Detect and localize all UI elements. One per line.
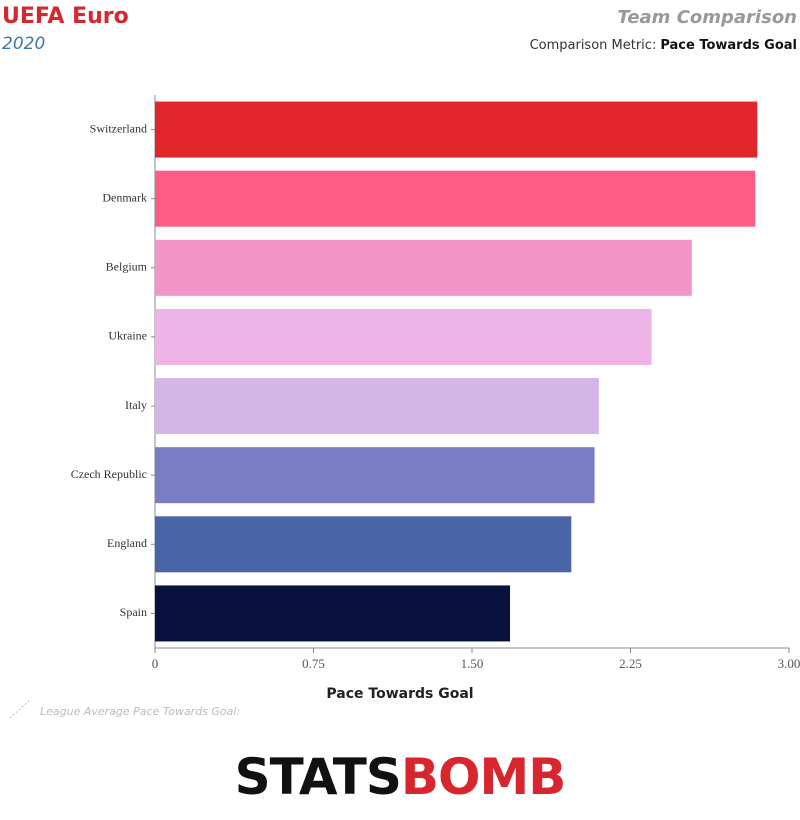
y-tick-label: England [107,536,147,550]
x-tick-label: 0 [152,656,159,671]
y-tick-label: Ukraine [108,329,147,343]
x-tick-label: 1.50 [461,656,484,671]
header-title: Team Comparison [617,7,797,28]
x-axis-title: Pace Towards Goal [326,686,473,702]
y-tick-label: Switzerland [90,121,147,135]
bar [155,308,652,365]
bar [155,378,599,435]
legend-icon [9,699,31,719]
annotation: League Average Pace Towards Goal: [40,705,240,718]
bar [155,447,595,504]
chart-subtitle: 2020 [2,34,45,54]
x-tick-label: 2.25 [619,656,642,671]
metric-line: Comparison Metric: Pace Towards Goal [530,38,797,53]
y-tick-label: Belgium [106,260,148,274]
y-tick-label: Spain [120,605,147,619]
y-tick-label: Italy [125,398,147,412]
chart-title: UEFA Euro [2,4,129,29]
bar [155,239,692,296]
bar [155,170,756,227]
x-tick-label: 0.75 [302,656,325,671]
bar [155,101,758,158]
logo-part: BOMB [401,748,565,806]
bar [155,516,572,573]
metric-name: Pace Towards Goal [660,38,797,53]
metric-label: Comparison Metric: [530,38,657,53]
y-tick-label: Denmark [102,190,147,204]
logo-part: STATS [235,748,401,806]
bar [155,585,511,642]
y-tick-label: Czech Republic [71,467,147,481]
logo: STATSBOMB [235,748,566,806]
x-tick-label: 3.00 [778,656,800,671]
